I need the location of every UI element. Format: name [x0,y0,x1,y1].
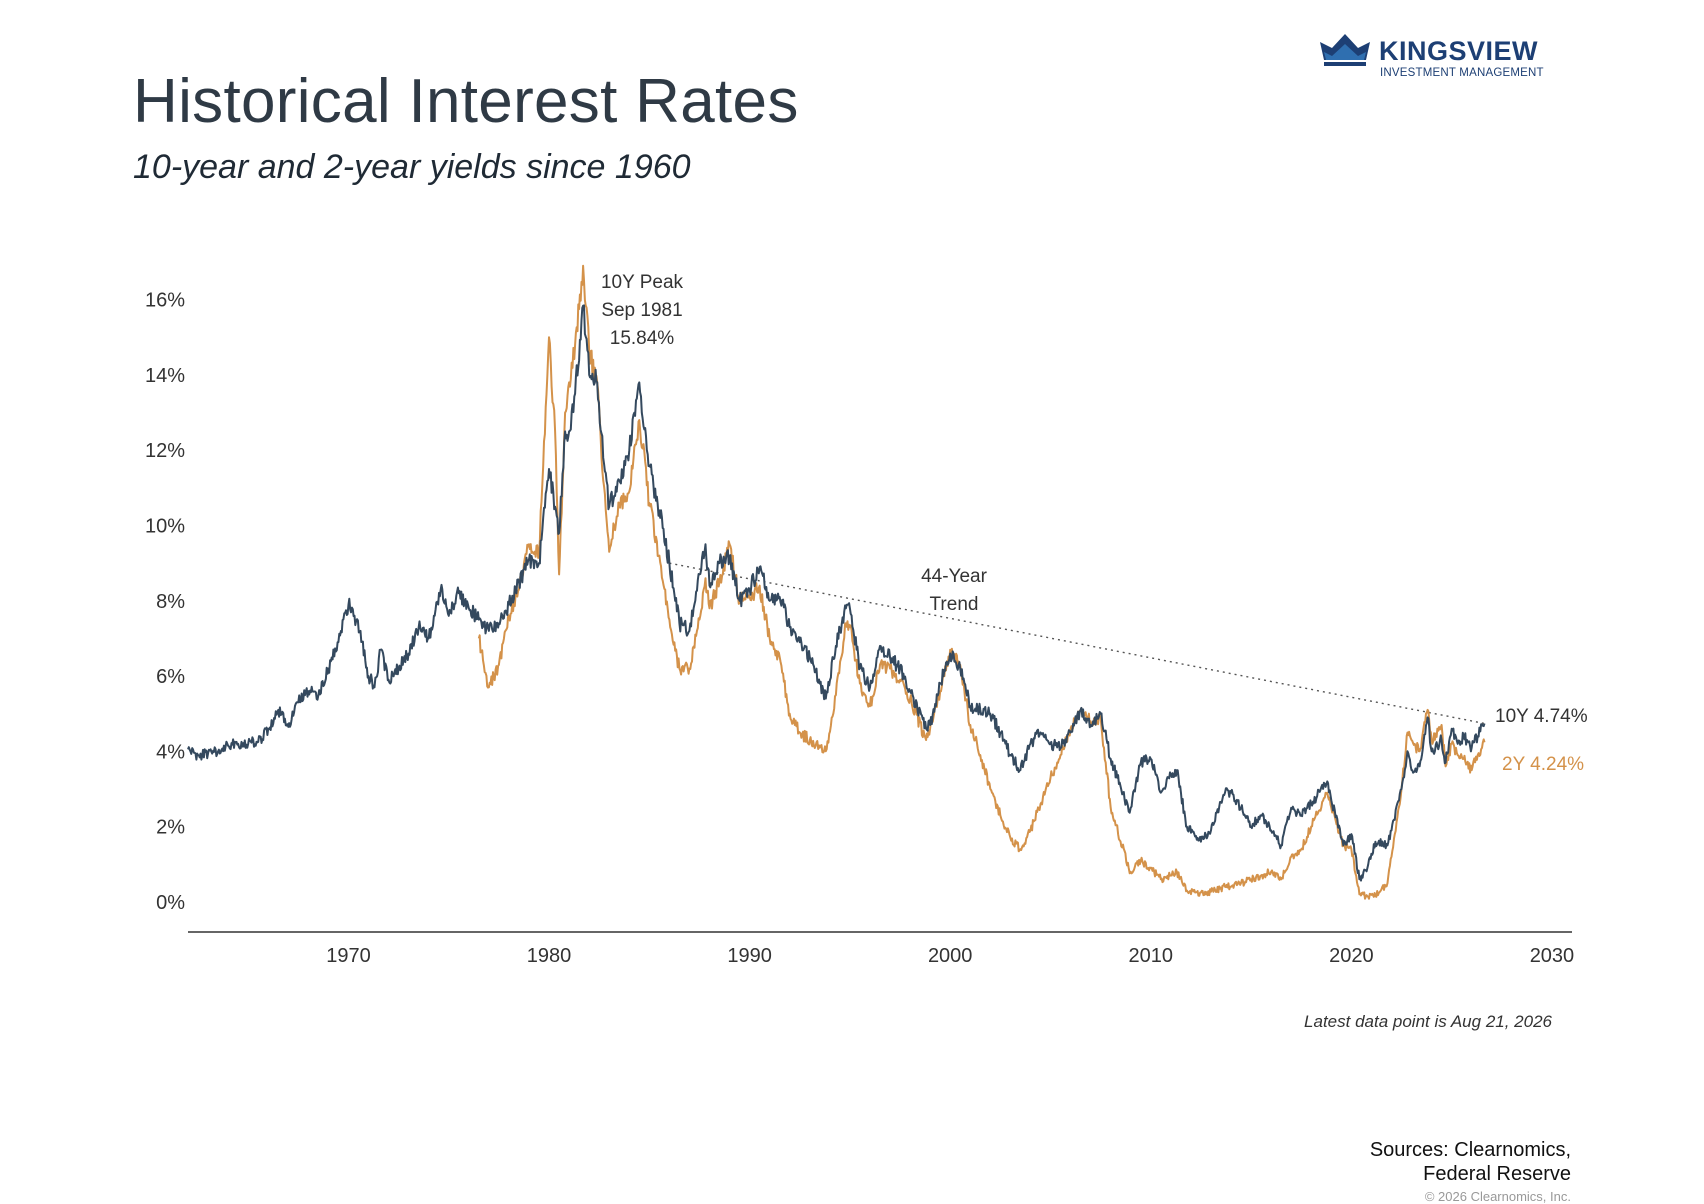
copyright: © 2026 Clearnomics, Inc. [1424,1189,1571,1204]
annotation-trend: Trend [930,594,979,615]
y-tick-label: 14% [145,365,185,387]
x-tick-label: 1970 [326,945,371,967]
y-tick-label: 2% [156,817,185,839]
x-axis: 1970 1980 1990 2000 2010 2020 2030 [326,945,1574,967]
y-tick-label: 12% [145,440,185,462]
annotation-peak: 10Y Peak [601,272,684,293]
annotation-trend: 44-Year [921,566,988,587]
sources: Sources: Clearnomics, Federal Reserve [1370,1138,1571,1186]
x-tick-label: 1980 [527,945,572,967]
page-title: Historical Interest Rates [133,67,799,136]
end-label-10y: 10Y 4.74% [1495,706,1588,727]
y-axis: 0% 2% 4% 6% 8% 10% 12% 14% 16% [145,290,185,914]
annotations: 10Y Peak Sep 1981 15.84% 44-Year Trend [601,272,988,615]
sources-line-2: Federal Reserve [1423,1163,1571,1185]
x-tick-label: 1990 [727,945,772,967]
x-tick-label: 2010 [1129,945,1174,967]
y-tick-label: 10% [145,515,185,537]
latest-data-note: Latest data point is Aug 21, 2026 [1304,1012,1552,1031]
trend-line [669,562,1485,725]
x-tick-label: 2030 [1530,945,1575,967]
series-line-2y [477,264,1486,900]
series-line-10y [187,304,1486,882]
logo-wordmark: KINGSVIEW [1379,36,1539,66]
annotation-peak: 15.84% [610,328,675,349]
y-tick-label: 4% [156,741,185,763]
sources-line-1: Sources: Clearnomics, [1369,1139,1571,1161]
end-label-2y: 2Y 4.24% [1502,754,1584,775]
logo-tagline: INVESTMENT MANAGEMENT [1380,67,1544,79]
y-tick-label: 6% [156,666,185,688]
y-tick-label: 8% [156,591,185,613]
y-tick-label: 0% [156,892,185,914]
company-logo: KINGSVIEW INVESTMENT MANAGEMENT [1318,30,1544,82]
annotation-peak: Sep 1981 [601,300,682,321]
y-tick-label: 16% [145,290,185,312]
crown-icon [1320,34,1370,66]
page-subtitle: 10-year and 2-year yields since 1960 [133,148,691,186]
end-labels: 10Y 4.74% 2Y 4.24% [1495,706,1588,775]
x-tick-label: 2020 [1329,945,1374,967]
x-tick-label: 2000 [928,945,973,967]
